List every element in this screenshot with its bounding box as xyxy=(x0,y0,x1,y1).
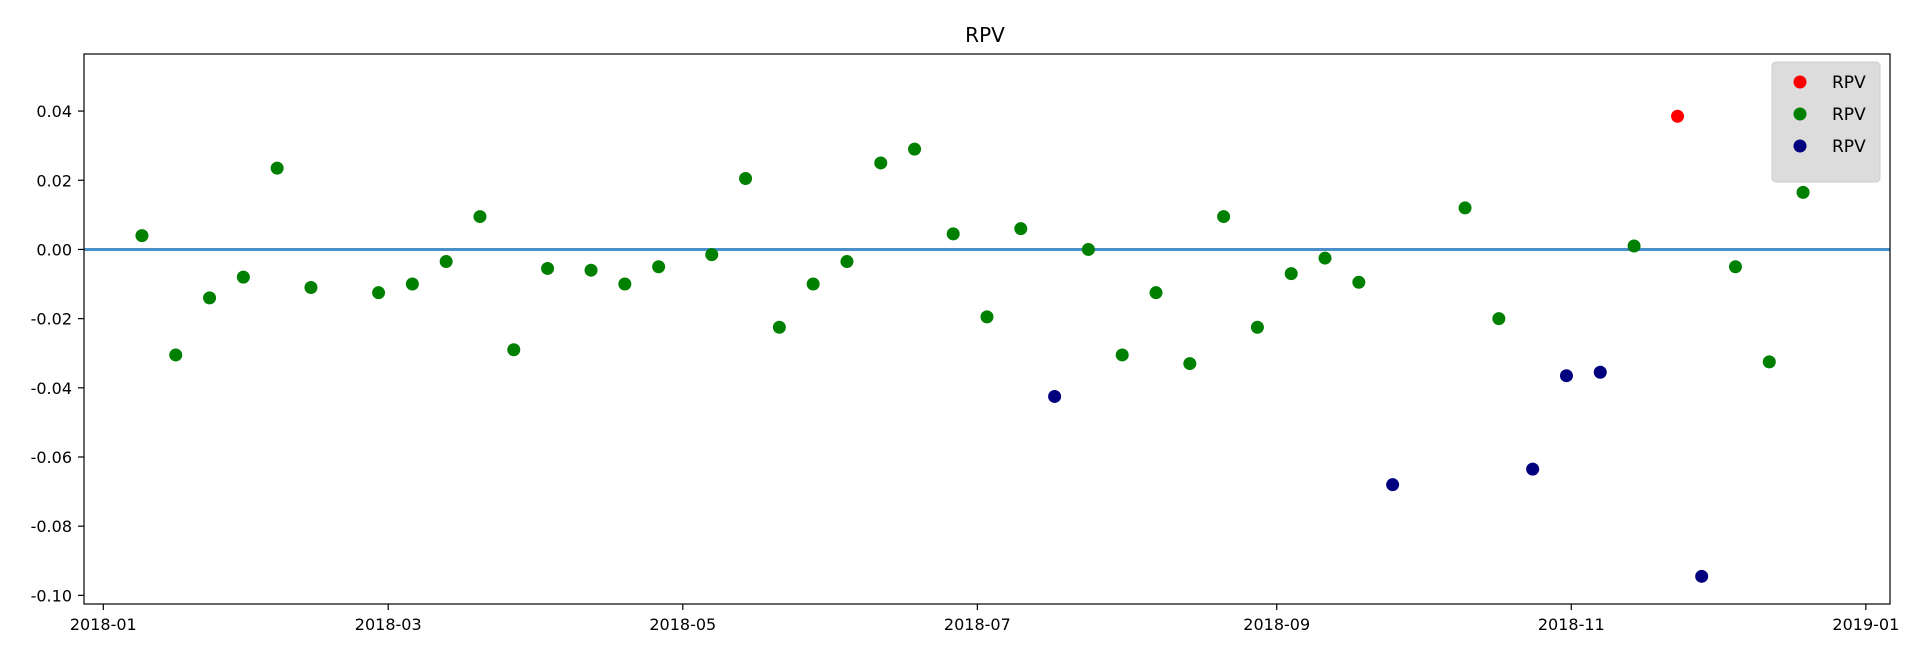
data-point xyxy=(1526,462,1540,476)
x-axis: 2018-01 2018-03 2018-05 2018-07 2018-09 2018-… xyxy=(70,604,1899,634)
x-tick-label: 2018-11 xyxy=(1538,615,1605,634)
x-tick-label: 2018-05 xyxy=(649,615,716,634)
y-tick-label: -0.04 xyxy=(31,379,72,398)
data-point xyxy=(1183,357,1197,371)
data-point xyxy=(584,263,598,277)
data-point xyxy=(1250,320,1264,334)
data-point xyxy=(980,310,994,324)
y-tick-label: 0.04 xyxy=(36,102,72,121)
y-tick-label: -0.06 xyxy=(31,448,72,467)
data-point xyxy=(1492,312,1506,326)
data-point xyxy=(1217,210,1231,224)
data-points-group xyxy=(135,109,1810,583)
y-tick-label: -0.10 xyxy=(31,586,72,605)
data-point xyxy=(541,261,555,275)
data-point xyxy=(304,280,318,294)
legend-marker xyxy=(1793,139,1807,153)
data-point xyxy=(473,210,487,224)
data-point xyxy=(236,270,250,284)
data-point xyxy=(1284,267,1298,281)
x-tick-label: 2018-01 xyxy=(70,615,137,634)
plot-area-frame xyxy=(83,53,1891,605)
data-point xyxy=(405,277,419,291)
y-axis: 0.04 0.02 0.00 -0.02 -0.04 -0.06 -0.08 -0.10 xyxy=(31,102,84,605)
x-tick-label: 2018-07 xyxy=(944,615,1011,634)
data-point xyxy=(1695,569,1709,583)
data-point xyxy=(1796,185,1810,199)
y-tick-label: 0.02 xyxy=(36,171,72,190)
data-point xyxy=(1593,365,1607,379)
data-point xyxy=(1048,389,1062,403)
data-point xyxy=(1559,369,1573,383)
x-tick-label: 2018-03 xyxy=(355,615,422,634)
data-point xyxy=(1386,478,1400,492)
data-point xyxy=(1762,355,1776,369)
data-point xyxy=(908,142,922,156)
data-point xyxy=(772,320,786,334)
data-point xyxy=(169,348,183,362)
data-point xyxy=(840,255,854,269)
legend-marker xyxy=(1793,75,1807,89)
data-point xyxy=(1081,242,1095,256)
legend-label: RPV xyxy=(1832,73,1866,93)
y-tick-label: 0.00 xyxy=(36,240,72,259)
data-point xyxy=(946,227,960,241)
data-point xyxy=(1014,222,1028,236)
y-tick-label: -0.08 xyxy=(31,517,72,536)
data-point xyxy=(1671,109,1685,123)
data-point xyxy=(1627,239,1641,253)
legend-label: RPV xyxy=(1832,137,1866,157)
data-point xyxy=(372,286,386,300)
data-point xyxy=(1149,286,1163,300)
chart-title: RPV xyxy=(965,23,1005,47)
data-point xyxy=(135,229,149,243)
data-point xyxy=(1458,201,1472,215)
y-tick-label: -0.02 xyxy=(31,310,72,329)
data-point xyxy=(1352,275,1366,289)
data-point xyxy=(507,343,521,357)
legend-marker xyxy=(1793,107,1807,121)
data-point xyxy=(203,291,217,305)
data-point xyxy=(618,277,632,291)
data-point xyxy=(1728,260,1742,274)
data-point xyxy=(1318,251,1332,265)
data-point xyxy=(652,260,666,274)
data-point xyxy=(1115,348,1129,362)
legend-label: RPV xyxy=(1832,105,1866,125)
x-tick-label: 2018-09 xyxy=(1243,615,1310,634)
data-point xyxy=(739,172,753,186)
x-tick-label: 2019-01 xyxy=(1832,615,1899,634)
legend: RPV RPV RPV xyxy=(1771,61,1881,183)
data-point xyxy=(270,161,284,175)
data-point xyxy=(806,277,820,291)
data-point xyxy=(705,248,719,262)
data-point xyxy=(439,255,453,269)
data-point xyxy=(874,156,888,170)
